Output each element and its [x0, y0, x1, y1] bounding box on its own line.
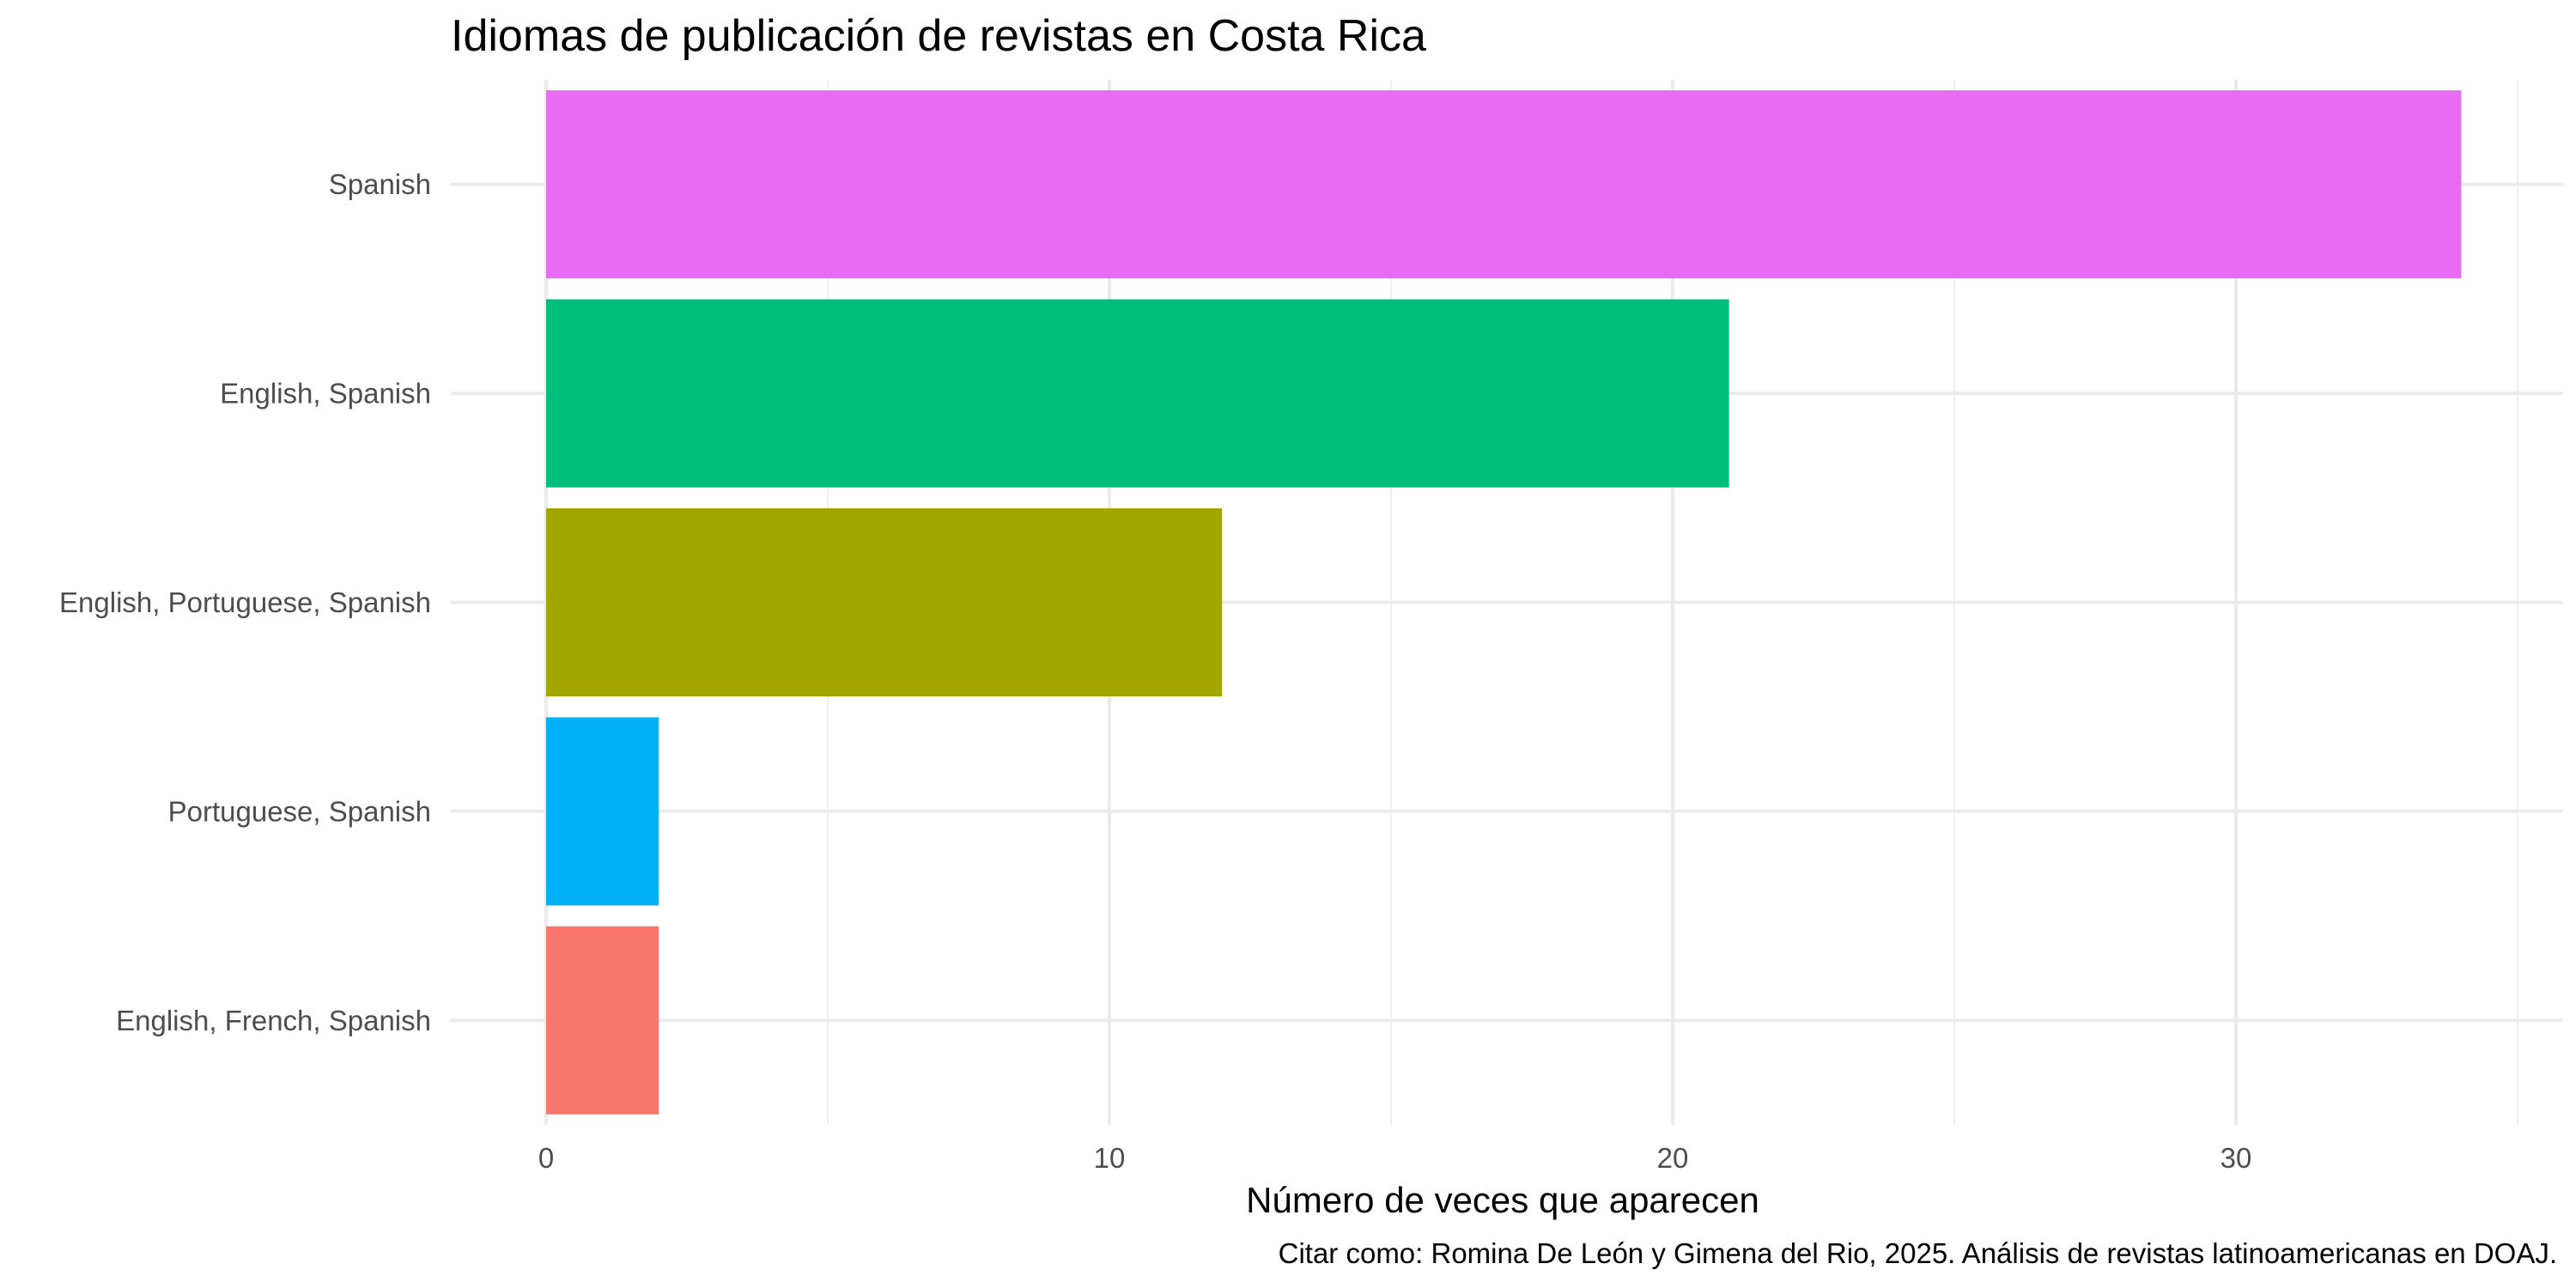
chart-caption: Citar como: Romina De León y Gimena del … — [1279, 1237, 2557, 1269]
bar — [546, 299, 1729, 488]
bar — [546, 90, 2462, 279]
bar — [546, 507, 1223, 697]
x-tick-label: 20 — [1657, 1142, 1689, 1174]
y-axis-tick-labels: Spanish English, Spanish English, Portugue… — [59, 168, 431, 1036]
bar — [546, 717, 659, 906]
y-tick-label: English, French, Spanish — [116, 1005, 431, 1036]
y-tick-label: Spanish — [329, 168, 431, 200]
x-tick-label: 0 — [538, 1142, 554, 1174]
y-tick-label: Portuguese, Spanish — [168, 795, 431, 827]
x-tick-label: 30 — [2221, 1142, 2252, 1174]
y-tick-label: English, Portuguese, Spanish — [59, 586, 431, 618]
bar — [546, 926, 659, 1115]
x-axis-tick-labels: 0 10 20 30 — [538, 1142, 2252, 1174]
x-tick-label: 10 — [1094, 1142, 1126, 1174]
bars — [546, 90, 2462, 1115]
chart-title: Idiomas de publicación de revistas en Co… — [451, 11, 1426, 61]
x-axis-title: Número de veces que aparecen — [1246, 1180, 1759, 1220]
y-tick-label: English, Spanish — [220, 378, 431, 410]
